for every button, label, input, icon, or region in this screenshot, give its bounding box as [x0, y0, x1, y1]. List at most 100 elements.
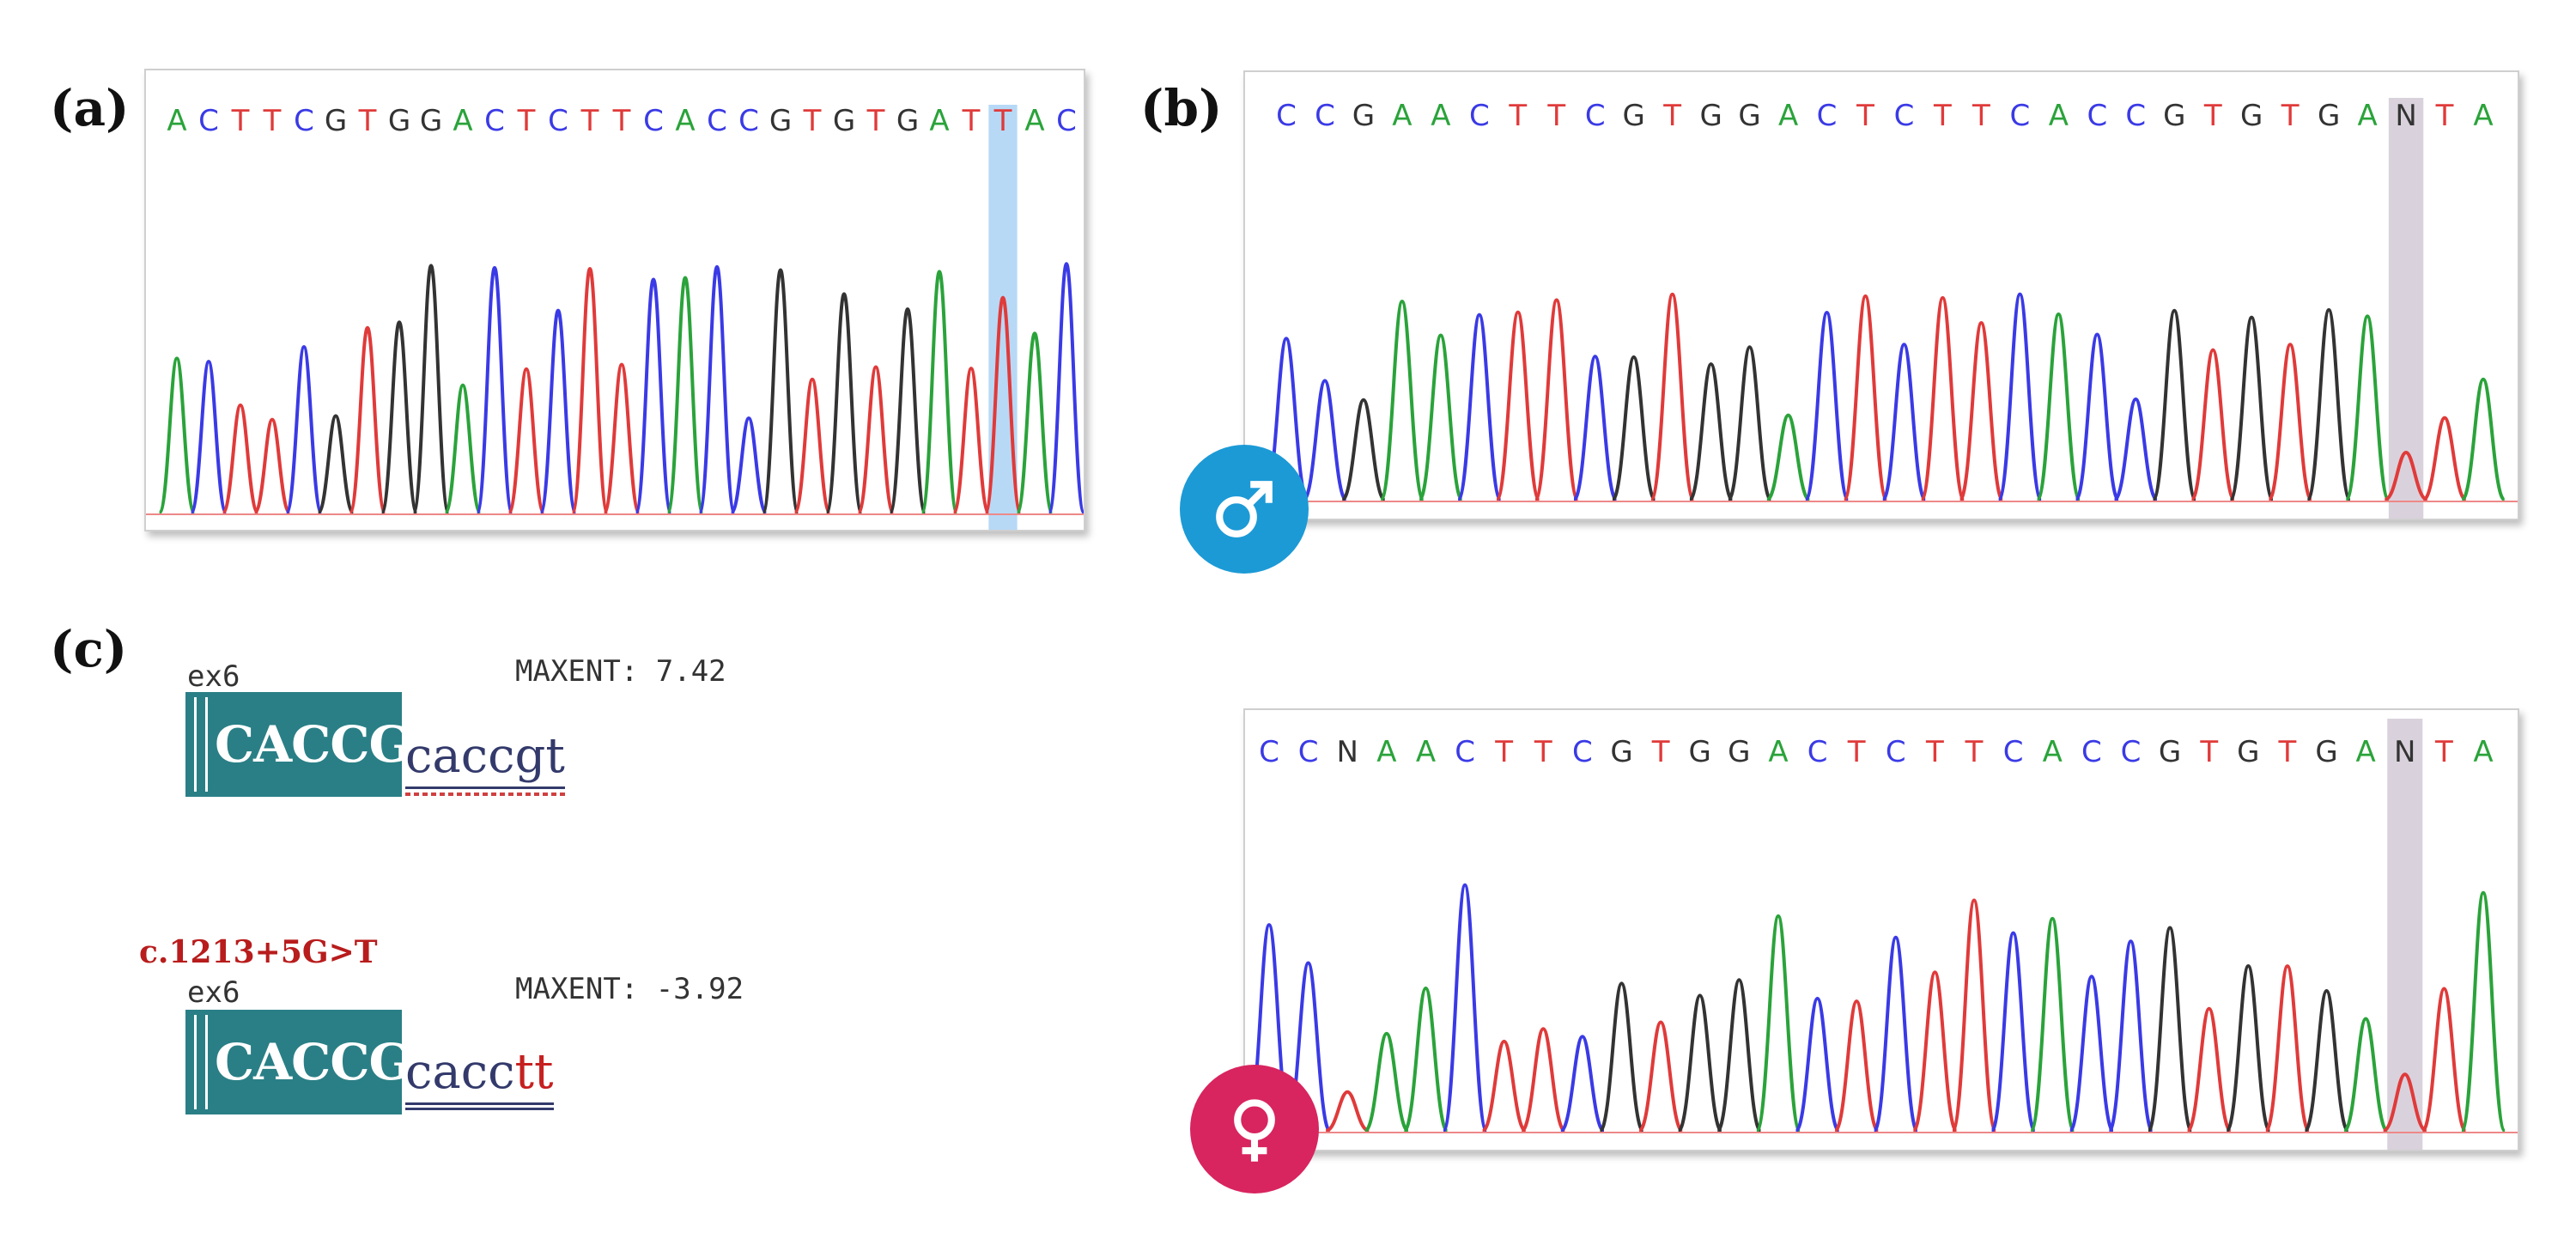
base-letter: T	[1933, 99, 1952, 133]
base-letter: T	[2281, 99, 2300, 133]
chromatogram-peak	[1726, 345, 1773, 501]
wildtype-exon-box: CACCGT	[185, 692, 447, 797]
base-letter: G	[1352, 99, 1375, 133]
base-letter: C	[1056, 104, 1077, 138]
chromatogram-peak	[1520, 1027, 1567, 1133]
chromatogram-peak	[1379, 299, 1425, 501]
base-letter: C	[1817, 99, 1838, 133]
chromatogram-peak	[411, 264, 451, 514]
chromatogram-peak	[793, 377, 832, 514]
wildtype-exon-sequence: CACCGT	[215, 715, 447, 774]
base-letter: C	[2121, 735, 2142, 769]
base-letter: G	[896, 104, 919, 138]
base-letter: G	[1623, 99, 1645, 133]
base-letter: C	[1572, 735, 1593, 769]
chromatogram-peak	[1919, 295, 1966, 501]
chromatogram-peak	[1911, 970, 1959, 1133]
male-badge	[1180, 445, 1309, 574]
base-letter: T	[358, 104, 377, 138]
chromatogram-peak	[634, 277, 673, 514]
chromatogram-peak	[221, 403, 260, 514]
chromatogram-peak	[1495, 310, 1541, 501]
variant-label: c.1213+5G>T	[139, 934, 378, 970]
highlight-band	[2388, 98, 2424, 519]
highlight-band	[2387, 719, 2423, 1150]
base-letter: C	[1276, 99, 1297, 133]
chromatogram-peak	[951, 367, 991, 514]
base-letter: G	[769, 104, 792, 138]
base-letter: T	[1651, 735, 1670, 769]
base-letter: A	[453, 104, 472, 138]
chromatogram-peak	[2344, 314, 2391, 501]
base-letter: T	[962, 104, 981, 138]
chromatogram-peak	[189, 360, 228, 514]
base-letter: A	[675, 104, 695, 138]
base-letter: G	[1728, 735, 1750, 769]
variant-exon-box: CACCGT	[185, 1010, 447, 1114]
chromatogram-peak	[475, 265, 514, 514]
base-letter: A	[1778, 99, 1798, 133]
base-letter: T	[866, 104, 885, 138]
chromatogram-peak	[2185, 1006, 2233, 1133]
wildtype-exon-label: ex6	[187, 659, 240, 694]
chromatogram-peak	[2074, 332, 2121, 501]
base-letter: T	[803, 104, 822, 138]
base-letter: C	[1585, 99, 1606, 133]
female-badge	[1190, 1065, 1319, 1193]
base-letter: T	[1965, 735, 1984, 769]
chromatogram-peak	[1687, 361, 1735, 501]
base-letter: G	[833, 104, 855, 138]
base-letter: N	[1337, 735, 1358, 769]
base-letter: G	[420, 104, 442, 138]
base-letter: G	[325, 104, 347, 138]
chromatogram-peak	[1716, 978, 1763, 1133]
chromatogram-peak	[2459, 890, 2507, 1133]
base-letter: T	[231, 104, 250, 138]
chromatogram-peak	[2342, 1017, 2390, 1133]
base-letter: A	[2357, 99, 2377, 133]
chromatogram-peak	[1015, 331, 1054, 514]
base-letter: T	[1971, 99, 1990, 133]
base-letter: C	[294, 104, 314, 138]
base-letter: A	[167, 104, 186, 138]
chromatogram-peak	[1649, 292, 1696, 501]
base-letter: G	[1689, 735, 1711, 769]
base-letter: T	[612, 104, 631, 138]
chromatogram-peak	[157, 356, 197, 514]
chromatogram-peak	[252, 417, 292, 514]
base-letter: G	[2318, 99, 2340, 133]
base-letter: T	[1546, 99, 1565, 133]
base-letter: T	[2203, 99, 2222, 133]
base-letter: C	[1807, 735, 1828, 769]
base-letter: T	[1925, 735, 1944, 769]
chromatogram-peak	[1481, 1039, 1527, 1133]
base-letter: T	[1494, 735, 1513, 769]
chromatogram-peak	[1611, 355, 1657, 501]
chromatogram-peak	[920, 270, 959, 514]
base-letter: T	[1847, 735, 1866, 769]
chromatogram-peak	[443, 383, 483, 514]
chromatogram-peak	[1456, 313, 1503, 501]
variant-intron-sequence: cacctt	[405, 1044, 554, 1110]
chromatogram-peak	[2384, 450, 2428, 501]
chromatogram-peak	[983, 295, 1023, 514]
chromatogram-peak	[1302, 379, 1348, 501]
base-letter: C	[484, 104, 505, 138]
chromatogram-peak	[1559, 1035, 1606, 1133]
chromatogram-peak	[1047, 262, 1084, 514]
panel-label-c: (c)	[50, 620, 128, 678]
chromatogram-peak	[602, 362, 641, 514]
chromatogram-peak	[1364, 1031, 1410, 1133]
chromatogram-peak	[1958, 320, 2005, 501]
chromatogram-peak	[2421, 987, 2468, 1133]
base-letter: T	[2434, 735, 2453, 769]
base-letter: T	[2278, 735, 2297, 769]
base-letter: A	[1768, 735, 1788, 769]
base-letter: C	[1886, 735, 1906, 769]
base-letter: G	[2237, 735, 2259, 769]
chromatogram-peak	[1534, 298, 1580, 501]
chromatogram-peak	[2190, 348, 2236, 501]
chromatogram-peak	[1794, 996, 1841, 1133]
variant-exon-label: ex6	[187, 975, 240, 1010]
